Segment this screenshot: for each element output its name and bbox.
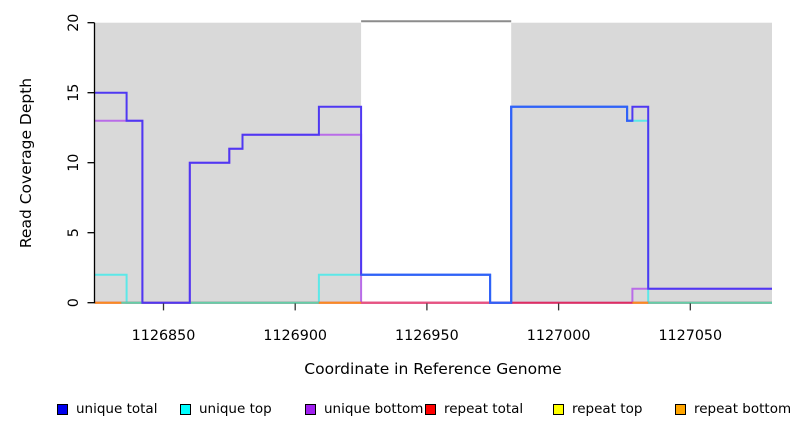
x-axis-title: Coordinate in Reference Genome [304, 360, 562, 378]
y-axis-title: Read Coverage Depth [17, 77, 35, 249]
x-tick-label: 1126950 [395, 328, 459, 344]
x-tick-label: 1127000 [527, 328, 591, 344]
y-tick-label: 0 [66, 298, 82, 307]
x-tick-label: 1126850 [132, 328, 196, 344]
y-tick-label: 20 [66, 14, 82, 32]
y-tick-label: 15 [66, 84, 82, 102]
x-tick-label: 1126900 [263, 328, 327, 344]
masked-region-rect [511, 22, 772, 303]
y-tick-label: 10 [66, 154, 82, 172]
x-tick-label: 1127050 [658, 328, 722, 344]
y-tick-label: 5 [66, 228, 82, 237]
series-total-top-overlap-line [361, 105, 633, 304]
